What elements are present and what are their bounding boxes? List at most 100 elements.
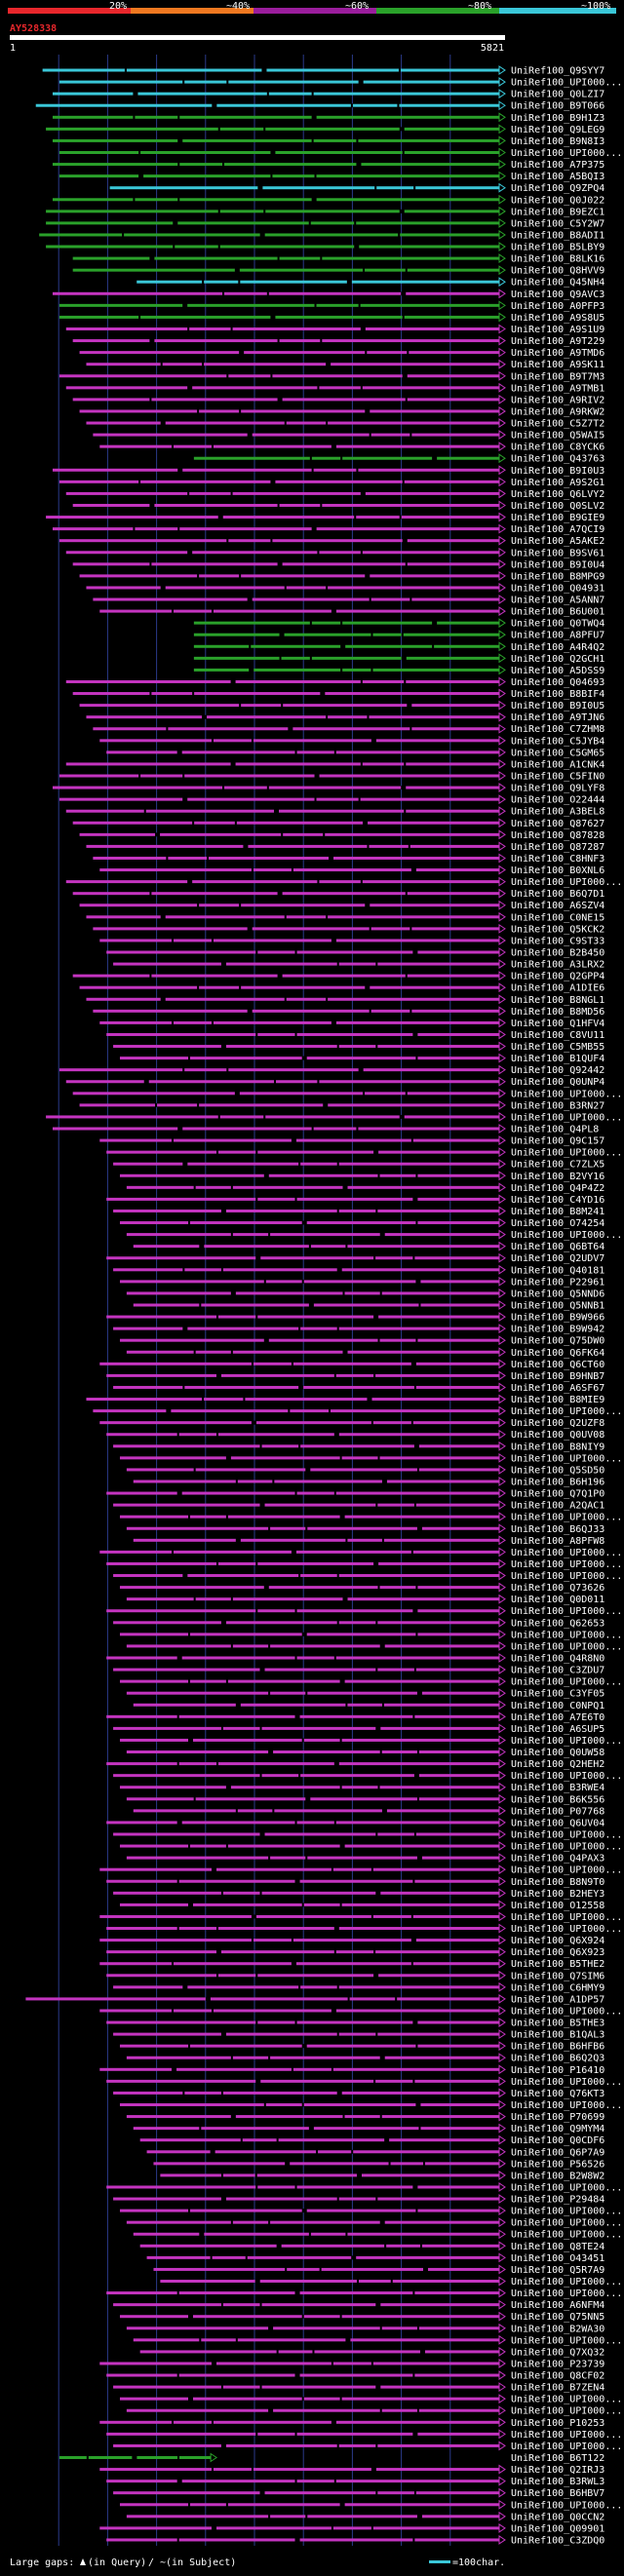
hit-bar[interactable] [119,1515,499,1519]
hit-row[interactable]: UniRef100_B9H1Z3 [52,112,604,124]
hit-bar[interactable] [86,586,499,590]
hit-label[interactable]: UniRef100_UPI000... [511,2335,622,2346]
hit-bar[interactable] [133,1809,499,1813]
hit-label[interactable]: UniRef100_C5Z7T2 [511,419,604,430]
hit-bar[interactable] [106,2020,499,2024]
hit-row[interactable]: UniRef100_A5BQI3 [58,171,604,182]
hit-row[interactable]: UniRef100_UPI000... [126,2217,623,2229]
hit-row[interactable]: UniRef100_A6SF67 [113,1382,604,1394]
hit-bar[interactable] [106,1373,499,1377]
hit-label[interactable]: UniRef100_UPI000... [511,1677,622,1688]
hit-bar[interactable] [113,1774,499,1778]
hit-label[interactable]: UniRef100_UPI000... [511,1230,622,1241]
hit-bar[interactable] [126,1350,500,1354]
hit-label[interactable]: UniRef100_A8PFW8 [511,1536,604,1547]
hit-label[interactable]: UniRef100_Q6LVY2 [511,489,604,500]
hit-row[interactable]: UniRef100_B6HFB6 [119,2041,604,2053]
hit-bar[interactable] [72,974,499,978]
hit-bar[interactable] [113,2491,499,2495]
hit-label[interactable]: UniRef100_UPI000... [511,1924,622,1935]
hit-label[interactable]: UniRef100_B1QAL3 [511,2030,604,2041]
hit-bar[interactable] [119,2397,499,2401]
hit-row[interactable]: UniRef100_B9HNB7 [106,1370,604,1382]
hit-label[interactable]: UniRef100_Q6X923 [511,1947,604,1958]
hit-label[interactable]: UniRef100_UPI000... [511,1148,622,1159]
hit-bar[interactable] [99,1962,499,1966]
hit-bar[interactable] [79,704,499,708]
hit-row[interactable]: UniRef100_Q4PL8 [52,1124,599,1135]
hit-bar[interactable] [133,1538,499,1542]
hit-row[interactable]: UniRef100_UPI000... [160,2276,622,2288]
hit-bar[interactable] [72,1092,499,1096]
hit-bar[interactable] [52,291,500,295]
hit-label[interactable]: UniRef100_B9I0U3 [511,466,604,477]
hit-row[interactable]: UniRef100_Q9ZPQ4 [109,182,605,194]
hit-label[interactable]: UniRef100_P07768 [511,1806,604,1817]
hit-label[interactable]: UniRef100_UPI000... [511,1453,622,1464]
hit-row[interactable]: UniRef100_UPI000... [113,1829,622,1840]
hit-row[interactable]: UniRef100_A3BEL8 [65,806,605,818]
hit-bar[interactable] [133,1480,499,1483]
hit-bar[interactable] [72,268,499,272]
hit-bar[interactable] [106,2291,499,2295]
hit-row[interactable]: UniRef100_A9RKW2 [79,406,605,417]
hit-bar[interactable] [133,2232,499,2236]
hit-row[interactable]: UniRef100_UPI000... [119,1735,622,1747]
hit-row[interactable]: UniRef100_Q2UDV7 [106,1252,604,1264]
hit-row[interactable]: UniRef100_Q9MYM4 [133,2123,605,2134]
hit-row[interactable]: UniRef100_Q87627 [72,818,605,829]
hit-label[interactable]: UniRef100_B6T122 [511,2453,604,2464]
hit-label[interactable]: UniRef100_UPI000... [511,1829,622,1840]
hit-row[interactable]: UniRef100_Q9LEG9 [46,124,604,135]
hit-row[interactable]: UniRef100_C3YF05 [126,1688,604,1700]
hit-row[interactable]: UniRef100_C5JYB4 [99,735,604,747]
hit-bar[interactable] [65,679,499,683]
hit-label[interactable]: UniRef100_A0PFP3 [511,301,604,312]
hit-label[interactable]: UniRef100_Q5NND6 [511,1288,604,1299]
hit-label[interactable]: UniRef100_Q75DW0 [511,1336,604,1347]
hit-label[interactable]: UniRef100_Q45NH4 [511,278,604,288]
hit-row[interactable]: UniRef100_B2HEY3 [113,1888,604,1900]
hit-label[interactable]: UniRef100_Q5WAI5 [511,431,604,442]
hit-row[interactable]: UniRef100_UPI000... [106,2288,622,2299]
hit-label[interactable]: UniRef100_C7ZHM8 [511,724,604,735]
hit-bar[interactable] [106,750,499,754]
hit-row[interactable]: UniRef100_A1CNK4 [65,759,605,770]
hit-label[interactable]: UniRef100_B9N8I3 [511,136,604,147]
hit-label[interactable]: UniRef100_Q7SIM6 [511,1971,604,1981]
hit-bar[interactable] [119,2315,499,2319]
hit-row[interactable]: UniRef100_A9RIV2 [72,394,605,405]
hit-row[interactable]: UniRef100_UPI000... [106,2429,622,2441]
hit-row[interactable]: UniRef100_B9I0U3 [52,465,604,477]
hit-bar[interactable] [99,1138,499,1142]
hit-label[interactable]: UniRef100_Q92442 [511,1065,604,1076]
hit-bar[interactable] [46,516,499,519]
hit-row[interactable]: UniRef100_B2W8W2 [160,2170,604,2181]
hit-label[interactable]: UniRef100_A7E6T0 [511,1712,604,1723]
hit-row[interactable]: UniRef100_A8PFW8 [133,1535,605,1547]
hit-label[interactable]: UniRef100_B8MD56 [511,1007,604,1018]
hit-bar[interactable] [58,1068,500,1072]
hit-bar[interactable] [93,597,500,601]
hit-bar[interactable] [99,609,499,613]
hit-bar[interactable] [93,433,500,437]
hit-label[interactable]: UniRef100_Q04693 [511,677,604,688]
hit-label[interactable]: UniRef100_B7ZEN4 [511,2383,604,2394]
hit-row[interactable]: UniRef100_C6HMY9 [113,1981,604,1993]
hit-bar[interactable] [52,468,500,472]
hit-row[interactable]: UniRef100_Q75NN5 [119,2311,604,2323]
hit-row[interactable]: UniRef100_B8NIY9 [113,1441,604,1452]
hit-bar[interactable] [106,1974,499,1978]
hit-row[interactable]: UniRef100_A9T229 [72,335,605,347]
hit-label[interactable]: UniRef100_Q40181 [511,1265,604,1276]
hit-label[interactable]: UniRef100_Q0UW58 [511,1748,604,1758]
hit-bar[interactable] [72,692,499,696]
hit-row[interactable]: UniRef100_UPI000... [119,2499,622,2511]
hit-label[interactable]: UniRef100_B8M241 [511,1207,604,1217]
hit-row[interactable]: UniRef100_B9T7M3 [58,370,604,382]
hit-label[interactable]: UniRef100_O43451 [511,2253,604,2264]
hit-row[interactable]: UniRef100_Q0J022 [52,194,604,206]
hit-bar[interactable] [99,2526,499,2530]
hit-row[interactable]: UniRef100_B3RWL3 [106,2476,604,2487]
hit-bar[interactable] [126,1797,500,1801]
